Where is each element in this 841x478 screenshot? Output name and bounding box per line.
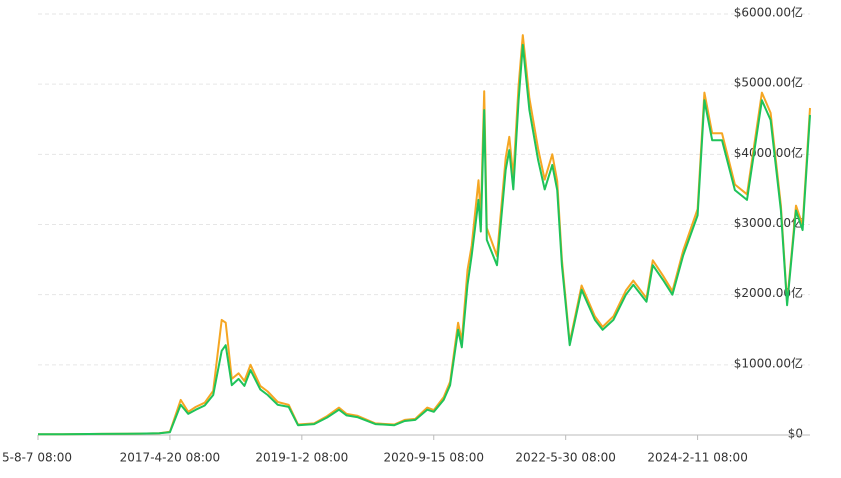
x-tick-label: 2020-9-15 08:00 xyxy=(384,451,485,465)
x-tick-label: 2024-2-11 08:00 xyxy=(647,451,748,465)
y-tick-label: $2000.00亿 xyxy=(734,285,803,300)
x-tick-label: 2022-5-30 08:00 xyxy=(515,451,616,465)
series-line xyxy=(38,34,811,436)
y-tick-label: $0 xyxy=(788,427,803,441)
series-line xyxy=(38,43,811,436)
x-tick-label: 2019-1-2 08:00 xyxy=(255,451,348,465)
y-tick-label: $5000.00亿 xyxy=(734,75,803,90)
y-tick-label: $3000.00亿 xyxy=(734,215,803,230)
x-tick-label: 2017-4-20 08:00 xyxy=(120,451,221,465)
y-tick-label: $4000.00亿 xyxy=(734,145,803,160)
x-tick-label: 5-8-7 08:00 xyxy=(2,451,72,465)
y-tick-label: $6000.00亿 xyxy=(734,5,803,20)
y-tick-label: $1000.00亿 xyxy=(734,355,803,370)
